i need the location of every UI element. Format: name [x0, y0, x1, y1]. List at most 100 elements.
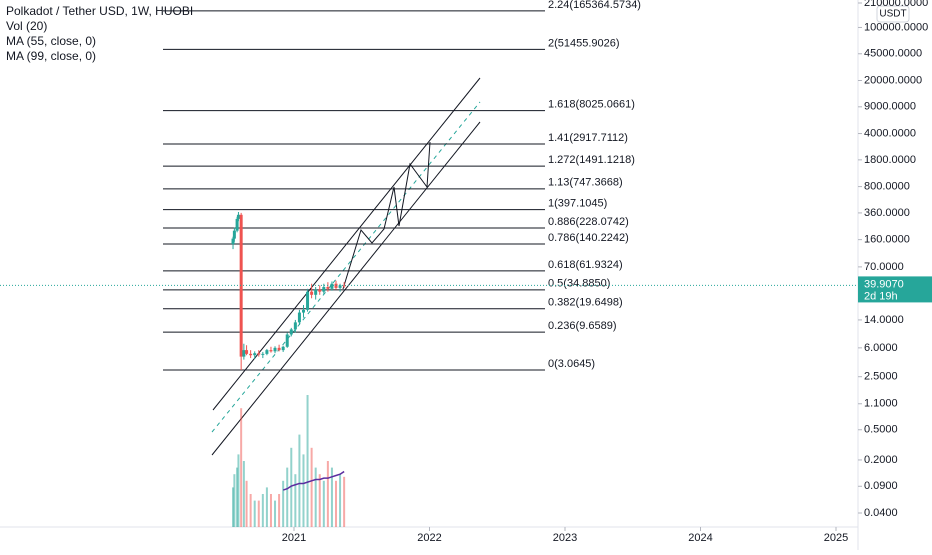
indicator: MA (55, close, 0): [6, 34, 96, 48]
fib-label: 0.618(61.9324): [548, 259, 623, 271]
candle-body: [281, 346, 285, 351]
volume-bar: [286, 467, 289, 527]
candle-body: [257, 353, 261, 355]
y-tick-label: 9000.0000: [864, 101, 916, 113]
price-badge-countdown: 2d 19h: [864, 290, 898, 302]
candle-body: [236, 214, 240, 219]
projection-path: [342, 141, 431, 290]
volume-bar: [253, 500, 256, 527]
fib-label: 0.5(34.8850): [548, 278, 610, 290]
volume-bar: [302, 454, 305, 527]
volume-bar: [265, 487, 268, 527]
volume-bar: [236, 467, 239, 527]
candle-body: [330, 283, 334, 289]
candle-body: [261, 353, 265, 355]
y-tick-label: 14.0000: [864, 314, 904, 326]
volume-bar: [249, 494, 252, 527]
fib-label: 0.236(9.6589): [548, 320, 617, 332]
volume-bar: [314, 467, 317, 527]
volume-bar: [294, 474, 297, 527]
candle-body: [322, 287, 326, 292]
y-tick-label: 0.5000: [864, 424, 898, 436]
candle-body: [289, 329, 293, 335]
x-tick-label: 2025: [824, 532, 848, 544]
candle-body: [249, 353, 253, 356]
volume-bar: [232, 487, 235, 527]
y-tick-label: 800.0000: [864, 180, 910, 192]
candle-body: [273, 347, 277, 352]
y-tick-label: 210000.0000: [864, 0, 928, 9]
x-tick-label: 2022: [417, 532, 441, 544]
candle-body: [232, 230, 236, 239]
channel-middle: [211, 101, 481, 433]
currency-label: USDT: [879, 9, 906, 20]
candle-body: [235, 218, 239, 231]
fib-label: 2(51455.9026): [548, 37, 620, 49]
volume-bar: [339, 474, 342, 527]
fib-label: 0.886(228.0742): [548, 216, 629, 228]
volume-bar: [306, 395, 309, 527]
fib-label: 1.618(8025.0661): [548, 99, 635, 111]
volume-bar: [274, 500, 277, 527]
fib-label: 0.382(19.6498): [548, 297, 623, 309]
channel-lower: [211, 121, 481, 456]
volume-bar: [233, 474, 236, 527]
candle-body: [231, 238, 235, 245]
candle-body: [277, 347, 281, 351]
y-tick-label: 2.5000: [864, 371, 898, 383]
ma-line: [282, 470, 345, 491]
candle-body: [242, 350, 246, 357]
volume-bar: [278, 494, 281, 527]
candle-body: [239, 214, 243, 357]
candle-body: [314, 289, 318, 295]
symbol-title: Polkadot / Tether USD, 1W, HUOBI: [6, 4, 193, 18]
fib-label: 1.41(2917.7112): [548, 132, 628, 144]
volume-bar: [269, 494, 272, 527]
x-tick-label: 2024: [688, 532, 712, 544]
fib-label: 1.272(1491.1218): [548, 154, 635, 166]
candle-body: [326, 287, 330, 289]
candle-body: [297, 312, 301, 323]
y-tick-label: 160.0000: [864, 234, 910, 246]
volume-bar: [237, 454, 240, 527]
volume-bar: [318, 474, 321, 527]
volume-bar: [310, 447, 313, 527]
candle-body: [293, 322, 297, 330]
fib-label: 1.13(747.3668): [548, 177, 623, 189]
y-tick-label: 45000.0000: [864, 48, 922, 60]
fib-label: 1(397.1045): [548, 198, 607, 210]
candle-body: [245, 350, 249, 354]
volume-bar: [322, 480, 325, 527]
price-badge-value: 39.9070: [864, 278, 904, 290]
y-tick-label: 0.0900: [864, 480, 898, 492]
volume-bar: [335, 480, 338, 527]
y-tick-label: 1.1000: [864, 398, 898, 410]
currency-button[interactable]: [876, 5, 910, 23]
x-tick-label: 2021: [282, 532, 306, 544]
candle-body: [318, 289, 322, 292]
candle-body: [265, 350, 269, 354]
x-tick-label: 2023: [553, 532, 577, 544]
y-tick-label: 100000.0000: [864, 21, 928, 33]
fib-label: 2.24(165364.5734): [548, 0, 641, 11]
indicator: Vol (20): [6, 19, 47, 33]
volume-bar: [343, 476, 346, 527]
candle-body: [306, 291, 310, 310]
volume-bar: [298, 434, 301, 527]
candle-body: [301, 309, 305, 313]
price-badge: [858, 276, 932, 303]
y-tick-label: 360.0000: [864, 207, 910, 219]
y-tick-label: 70.0000: [864, 261, 904, 273]
volume-bar: [330, 467, 333, 527]
y-tick-label: 0.0400: [864, 507, 898, 519]
volume-bar: [242, 461, 245, 527]
candle-body: [253, 353, 257, 356]
fib-label: 0.786(140.2242): [548, 232, 629, 244]
volume-bar: [261, 494, 264, 527]
y-tick-label: 0.2000: [864, 454, 898, 466]
candle-body: [285, 334, 289, 347]
candle-body: [310, 291, 314, 295]
candle-body: [338, 285, 342, 288]
volume-bar: [326, 461, 329, 527]
